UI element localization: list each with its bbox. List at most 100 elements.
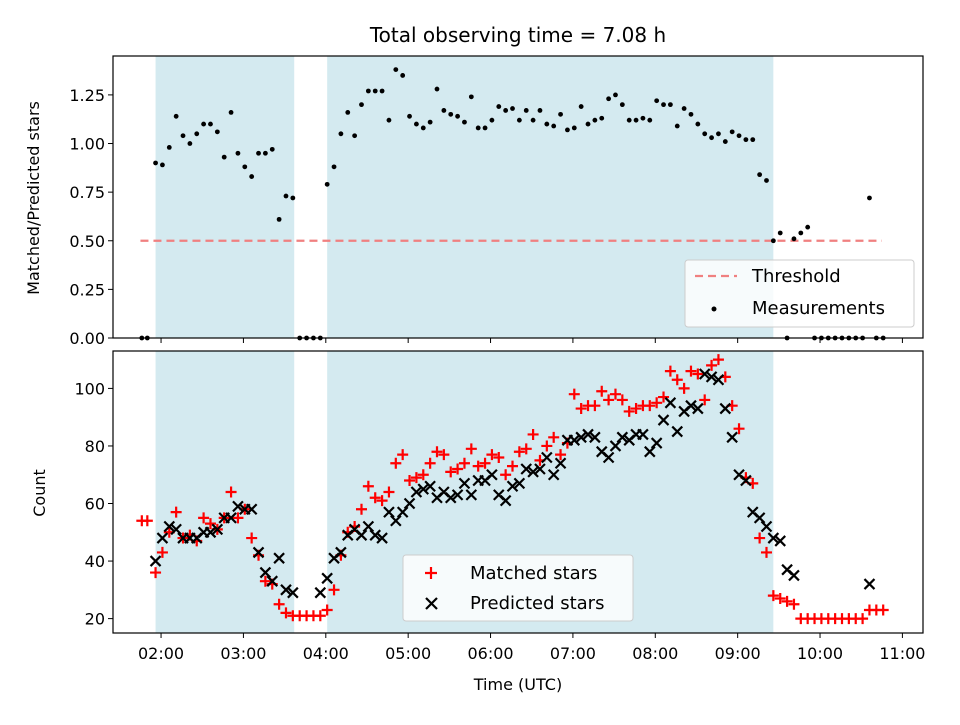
predicted-star-point [692,402,704,415]
measurement-point [592,117,598,123]
measurement-point [750,137,756,143]
measurement-point [654,98,660,104]
measurement-point [180,133,186,139]
measurement-point [729,129,735,135]
y-tick-label: 0.25 [69,280,105,299]
measurement-point [709,135,714,141]
predicted-star-point [499,494,512,507]
matched-star-point [232,512,244,524]
matched-star-point [445,466,457,478]
predicted-star-point [602,451,615,464]
predicted-star-point [760,520,773,533]
matched-star-point [555,449,567,461]
x-tick-label: 02:00 [138,644,184,663]
matched-star-point [664,365,676,377]
matched-star-point [328,584,340,596]
predicted-star-point [280,584,292,596]
measurement-point [242,164,248,170]
matched-star-point [760,546,772,558]
predicted-star-point [637,428,649,441]
matched-star-point [767,590,779,602]
matched-star-point [596,385,608,397]
bottom-x-ticks: 02:00 03:00 04:00 05:00 06:00 07:00 08:00 09:00… [138,633,925,663]
predicted-star-point [232,500,244,513]
predicted-star-point [383,506,395,518]
matched-legend-swatch [425,567,437,579]
measurement-point [661,102,666,108]
measurement-point [434,86,440,92]
predicted-star-point [726,431,738,444]
measurement-point [633,117,639,123]
y-tick-label: 100 [74,379,105,398]
matched-star-point [699,394,711,406]
counts-panel: 02:00 03:00 04:00 05:00 06:00 07:00 08:00 09:00… [30,350,925,694]
measurement-point [530,117,536,123]
measurement-point [510,106,515,111]
measurement-point [619,102,625,108]
measurement-point [462,119,467,125]
matched-star-point [733,423,745,435]
measurement-point [516,117,522,123]
measurement-point [736,133,742,139]
measurement-point [544,121,550,127]
measurement-point [770,238,776,244]
bottom-y-ticks: 20 40 60 80 100 [74,379,113,629]
measurement-point [448,111,454,117]
measurement-point [681,106,687,111]
measurement-point [187,141,193,146]
predicted-star-point [650,437,663,449]
matched-star-point [198,512,210,524]
measurement-point [496,104,502,109]
measurement-point [173,113,179,119]
matched-star-point [630,403,642,415]
measurement-point [290,195,296,201]
matched-star-point [438,449,450,461]
measurement-point [338,131,344,137]
matched-star-point [754,532,766,544]
measurement-point [599,115,605,121]
measurement-point [379,88,385,94]
matched-star-point [548,431,560,443]
predicted-star-point [369,529,381,541]
measurement-point [201,121,207,127]
predicted-star-point [719,402,732,415]
measurement-point [372,88,378,94]
matched-star-point [541,440,553,452]
measurements-points [139,67,886,341]
matched-star-point [369,492,381,504]
measurement-point [578,104,584,109]
bottom-y-axis-label: Count [30,469,49,517]
measurement-point [537,108,543,113]
y-tick-label: 80 [85,437,105,456]
measurements-legend-label: Measurements [752,298,885,319]
measurement-point [558,111,563,117]
measurement-point [606,96,612,102]
measurement-point [626,117,632,123]
predicted-star-point [424,480,436,493]
x-tick-label: 03:00 [220,644,266,663]
measurement-point [613,92,618,98]
matched-star-point [706,359,718,371]
matched-star-point [712,354,724,366]
predicted-star-point [273,552,285,564]
x-tick-label: 09:00 [715,644,761,663]
measurement-point [160,162,165,168]
matched-star-point [404,474,416,486]
measurement-point [331,164,337,170]
predicted-star-point [314,586,327,599]
matched-star-point [513,446,525,458]
matched-star-point [452,463,464,475]
measurement-point [674,123,680,129]
matched-star-point [644,400,656,412]
predicted-star-point [534,463,546,475]
matched-star-point [520,443,532,455]
measurement-point [214,129,220,135]
matched-star-point [877,604,889,616]
top-legend-box [684,259,915,328]
measurement-point [475,125,481,131]
predicted-star-point [163,520,176,533]
matched-star-point [589,400,601,412]
measurement-point [386,117,392,123]
measurement-point [153,160,158,166]
predicted-star-point [698,368,711,380]
